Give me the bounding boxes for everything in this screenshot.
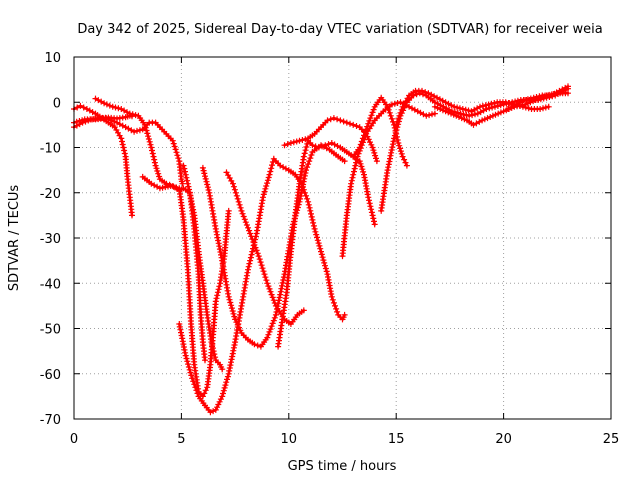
series-track-7: [176, 155, 348, 416]
series-markers: [393, 87, 552, 128]
x-tick-label: 0: [70, 432, 78, 447]
series-markers: [176, 155, 348, 416]
series-track-3: [71, 115, 186, 187]
series-track-5: [139, 173, 232, 400]
x-tick-label: 20: [495, 432, 512, 447]
series-track-4: [92, 95, 208, 364]
series-markers: [504, 83, 571, 112]
x-tick-label: 15: [388, 432, 405, 447]
chart-title: Day 342 of 2025, Sidereal Day-to-day VTE…: [77, 22, 602, 37]
y-tick-label: 10: [44, 51, 61, 66]
y-tick-label: -40: [40, 277, 61, 292]
series-track-8: [199, 142, 348, 350]
series-track-9: [223, 169, 307, 327]
series-track-13: [350, 94, 410, 169]
x-tick-label: 5: [177, 432, 185, 447]
series-markers: [350, 94, 410, 169]
y-tick-labels: -70 -60 -50 -40 -30 -20 -10 0 10: [40, 51, 61, 428]
series-markers: [223, 169, 307, 327]
series-markers: [92, 95, 208, 364]
y-tick-label: -30: [40, 232, 61, 247]
y-tick-label: -70: [40, 413, 61, 428]
series-track-10: [275, 137, 378, 350]
series-markers: [139, 173, 232, 400]
y-tick-label: -60: [40, 368, 61, 383]
x-axis-label: GPS time / hours: [288, 459, 397, 474]
series-line: [141, 175, 230, 398]
series-track-12: [339, 99, 438, 260]
x-tick-label: 10: [281, 432, 298, 447]
series-markers: [275, 137, 378, 350]
series-markers: [199, 142, 348, 350]
series-markers: [180, 162, 226, 373]
x-tick-label: 25: [603, 432, 620, 447]
y-tick-label: -20: [40, 187, 61, 202]
series-track-17: [504, 83, 571, 112]
y-tick-label: 0: [53, 96, 61, 111]
y-tick-label: -50: [40, 323, 61, 338]
series-markers: [378, 85, 571, 214]
series-track-14: [378, 85, 571, 214]
tick-marks: [73, 56, 612, 420]
series-track-6: [180, 162, 226, 373]
y-axis-label: SDTVAR / TECUs: [7, 185, 22, 292]
series-markers: [339, 99, 438, 260]
y-tick-label: -10: [40, 142, 61, 157]
x-tick-labels: 0 5 10 15 20 25: [70, 432, 619, 447]
series-layer: [71, 83, 571, 416]
